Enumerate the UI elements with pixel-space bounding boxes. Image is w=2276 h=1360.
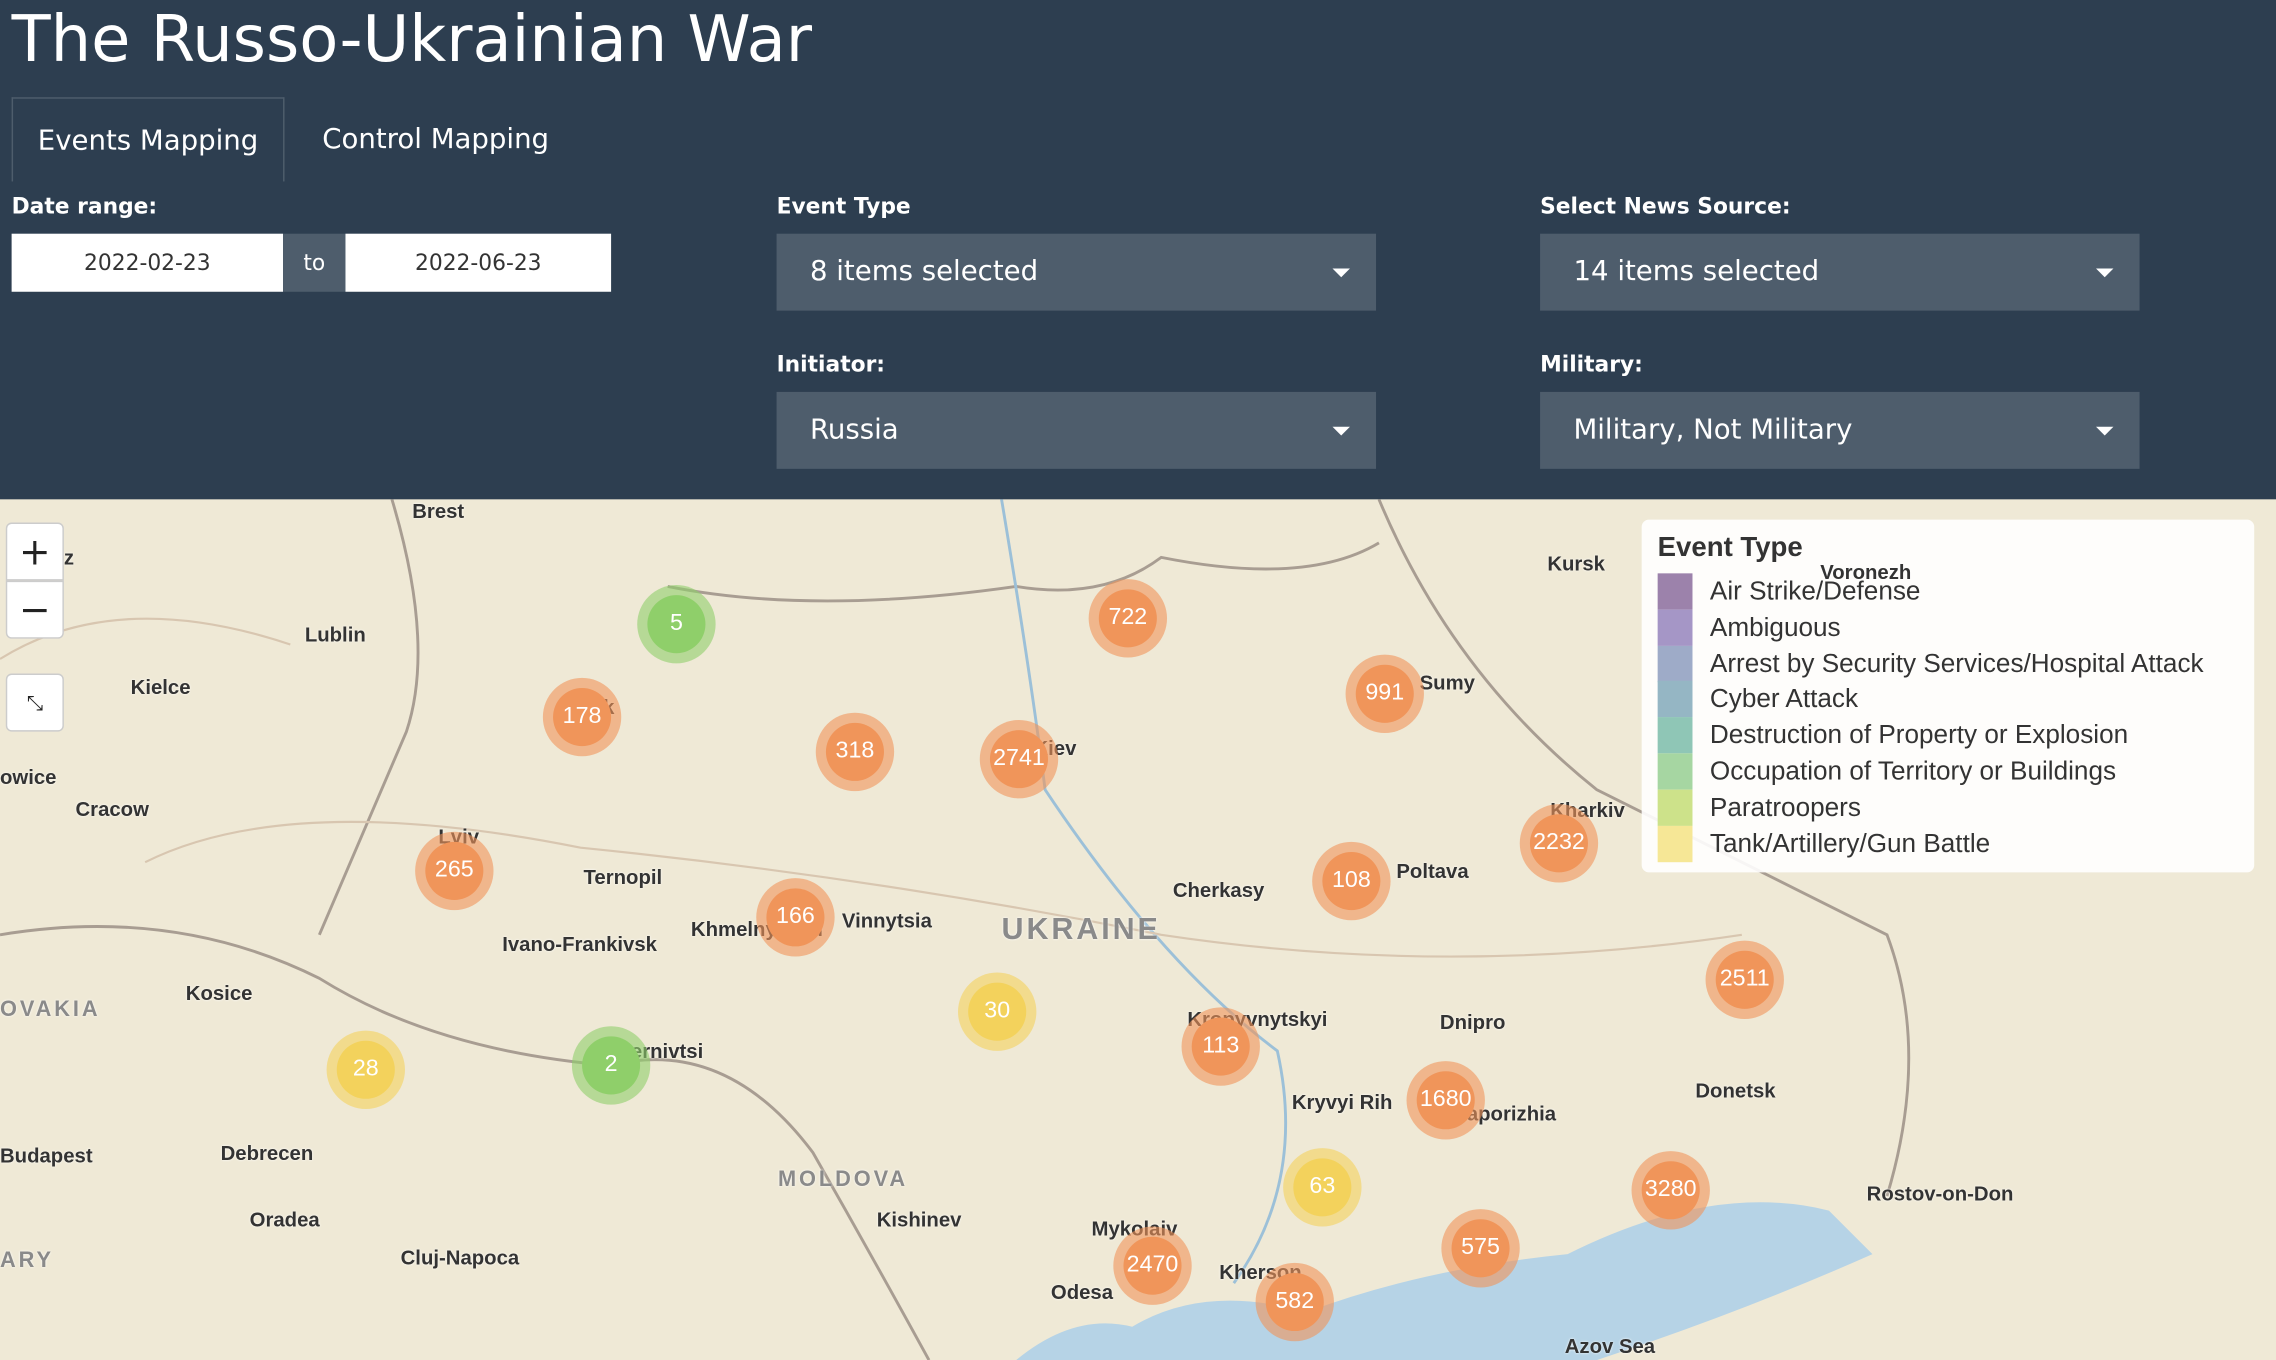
filter-label: Date range:	[11, 193, 158, 220]
cluster-count: 5	[647, 595, 706, 654]
cluster-count: 991	[1355, 664, 1414, 723]
place-label: owice	[0, 764, 57, 789]
cluster-count: 722	[1098, 589, 1157, 648]
tab[interactable]: Control Mapping	[322, 123, 550, 156]
cluster-count: 166	[766, 888, 825, 947]
place-label: Donetsk	[1695, 1078, 1776, 1102]
filter-label: Initiator:	[776, 351, 886, 378]
legend-label: Cyber Attack	[1709, 684, 1859, 714]
legend-title: Event Type	[1657, 532, 1803, 564]
legend-label: Paratroopers	[1709, 792, 1861, 822]
legend-swatch	[1657, 681, 1693, 718]
place-label: Budapest	[0, 1143, 93, 1168]
cluster-count: 2	[582, 1036, 641, 1095]
map[interactable]: + − ⤡ Event Type Air Strike/Defense Ambig…	[0, 499, 2276, 1360]
place-label: Kishinev	[876, 1207, 962, 1231]
cluster-count: 1680	[1416, 1071, 1475, 1130]
cluster-count: 113	[1191, 1017, 1250, 1076]
legend-swatch	[1657, 609, 1693, 646]
dropdown[interactable]: 8 items selected	[776, 233, 1377, 311]
date-input[interactable]: 2022-02-23	[11, 233, 284, 292]
place-label: Brest	[412, 499, 465, 523]
place-label: Poltava	[1396, 859, 1469, 883]
place-label: Dnipro	[1439, 1010, 1506, 1034]
map-background	[0, 499, 1911, 1360]
legend-label: Ambiguous	[1709, 612, 1841, 642]
legend-item: Occupation of Territory or Buildings	[1657, 753, 2117, 790]
place-label: UKRAINE	[1001, 913, 1161, 947]
date-input[interactable]: 2022-06-23	[345, 233, 612, 292]
place-label: Kursk	[1547, 551, 1605, 575]
legend-swatch	[1657, 753, 1693, 790]
legend-swatch	[1657, 717, 1693, 754]
cluster-count: 30	[968, 982, 1027, 1041]
legend-item: Air Strike/Defense	[1657, 573, 1921, 610]
cluster-count: 582	[1265, 1272, 1324, 1332]
tab[interactable]: Events Mapping	[11, 97, 285, 182]
dropdown[interactable]: Military, Not Military	[1540, 391, 2140, 469]
cluster-count: 575	[1451, 1219, 1510, 1278]
place-label: Kryvyi Rih	[1291, 1090, 1393, 1114]
cluster-count: 28	[336, 1040, 395, 1099]
zoom-in[interactable]: +	[5, 522, 64, 581]
legend-label: Destruction of Property or Explosion	[1709, 720, 2129, 750]
place-label: Ivano-Frankivsk	[502, 931, 657, 956]
fullscreen-button[interactable]: ⤡	[5, 673, 64, 732]
legend-item: Ambiguous	[1657, 609, 1841, 646]
place-label: Azov Sea	[1564, 1333, 1656, 1358]
cluster-count: 2470	[1123, 1236, 1182, 1295]
place-label: Oradea	[249, 1207, 320, 1231]
legend-swatch	[1657, 789, 1693, 826]
place-label: Sumy	[1419, 670, 1475, 694]
place-label: OVAKIA	[0, 997, 101, 1022]
cluster-count: 318	[825, 722, 884, 781]
place-label: Vinnytsia	[841, 908, 932, 932]
cluster-count: 2232	[1529, 814, 1588, 873]
legend-item: Tank/Artillery/Gun Battle	[1657, 825, 1991, 862]
page-title: The Russo-Ukrainian War	[11, 2, 813, 77]
cluster-count: 265	[425, 841, 484, 900]
place-label: Voronezh	[1820, 560, 1912, 584]
legend-label: Occupation of Territory or Buildings	[1709, 756, 2117, 786]
filter-label: Military:	[1540, 351, 1643, 378]
legend-item: Arrest by Security Services/Hospital Att…	[1657, 645, 2204, 682]
place-label: z	[63, 545, 75, 569]
legend-item: Cyber Attack	[1657, 681, 1859, 718]
zoom-out[interactable]: −	[5, 580, 64, 639]
cluster-count: 178	[553, 688, 612, 747]
cluster-count: 2511	[1715, 950, 1774, 1009]
legend-item: Paratroopers	[1657, 789, 1861, 826]
place-label: Kosice	[185, 981, 253, 1005]
legend-item: Destruction of Property or Explosion	[1657, 717, 2129, 754]
legend-swatch	[1657, 825, 1693, 862]
place-label: Odesa	[1050, 1280, 1114, 1304]
place-label: Cherkasy	[1172, 878, 1265, 902]
place-label: Cracow	[75, 796, 149, 821]
place-label: Lublin	[304, 622, 366, 646]
place-label: Cluj-Napoca	[400, 1245, 520, 1269]
legend-swatch	[1657, 645, 1693, 682]
legend-label: Tank/Artillery/Gun Battle	[1709, 828, 1991, 858]
legend: Event Type Air Strike/Defense Ambiguous Ar…	[1641, 519, 2255, 873]
cluster-count: 2741	[989, 730, 1049, 789]
cluster-count: 108	[1322, 852, 1381, 911]
legend-label: Arrest by Security Services/Hospital Att…	[1709, 648, 2204, 678]
legend-label: Air Strike/Defense	[1709, 576, 1921, 606]
legend-swatch	[1657, 573, 1693, 610]
place-label: ARY	[0, 1248, 54, 1273]
place-label: Debrecen	[220, 1140, 314, 1165]
dropdown[interactable]: Russia	[776, 391, 1377, 469]
place-label: Ternopil	[583, 865, 663, 889]
filter-label: Event Type	[776, 193, 911, 220]
place-label: Rostov-on-Don	[1866, 1181, 2014, 1205]
filter-label: Select News Source:	[1540, 193, 1791, 220]
dropdown[interactable]: 14 items selected	[1540, 233, 2140, 311]
place-label: MOLDOVA	[778, 1167, 909, 1192]
cluster-count: 63	[1293, 1158, 1352, 1217]
place-label: Kielce	[130, 674, 191, 699]
date-separator: to	[283, 233, 346, 292]
cluster-count: 3280	[1641, 1161, 1700, 1220]
